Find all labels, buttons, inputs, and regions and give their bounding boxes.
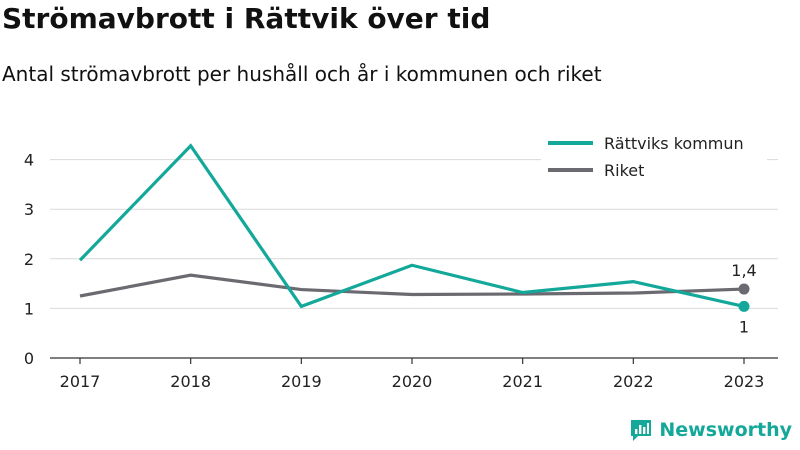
- x-tick-label: 2017: [60, 372, 101, 391]
- x-axis: 2017 2018 2019 2020 2021 2022 2023: [50, 357, 778, 391]
- y-tick-label: 2: [24, 250, 34, 269]
- y-axis-ticks: 0 1 2 3 4: [24, 151, 34, 368]
- y-tick-label: 3: [24, 200, 34, 219]
- end-point-kommun: [738, 300, 750, 312]
- y-tick-label: 0: [24, 349, 34, 368]
- chart-subtitle: Antal strömavbrott per hushåll och år i …: [2, 62, 602, 86]
- legend-label-riket: Riket: [604, 161, 644, 180]
- legend: Rättviks kommun Riket: [541, 128, 767, 186]
- x-tick-label: 2021: [502, 372, 543, 391]
- x-tick-label: 2018: [170, 372, 211, 391]
- newsworthy-chart-icon: [631, 420, 652, 441]
- x-tick-label: 2022: [613, 372, 654, 391]
- chart-title: Strömavbrott i Rättvik över tid: [2, 2, 491, 35]
- series-lines: 1,41: [78, 143, 757, 336]
- x-tick-label: 2020: [392, 372, 433, 391]
- x-tick-label: 2019: [281, 372, 322, 391]
- series-line-riket: [79, 273, 745, 298]
- x-tick-label: 2023: [724, 372, 765, 391]
- newsworthy-logo: Newsworthy: [629, 418, 792, 442]
- legend-background: [541, 128, 767, 186]
- end-value-label-riket: 1,4: [731, 261, 756, 280]
- end-value-label-kommun: 1: [739, 317, 749, 336]
- end-point-riket: [738, 283, 750, 295]
- legend-label-kommun: Rättviks kommun: [604, 134, 744, 153]
- y-tick-label: 1: [24, 299, 34, 318]
- brand-name: Newsworthy: [659, 419, 792, 441]
- series-line-kommun: [78, 143, 745, 309]
- y-tick-label: 4: [24, 151, 34, 170]
